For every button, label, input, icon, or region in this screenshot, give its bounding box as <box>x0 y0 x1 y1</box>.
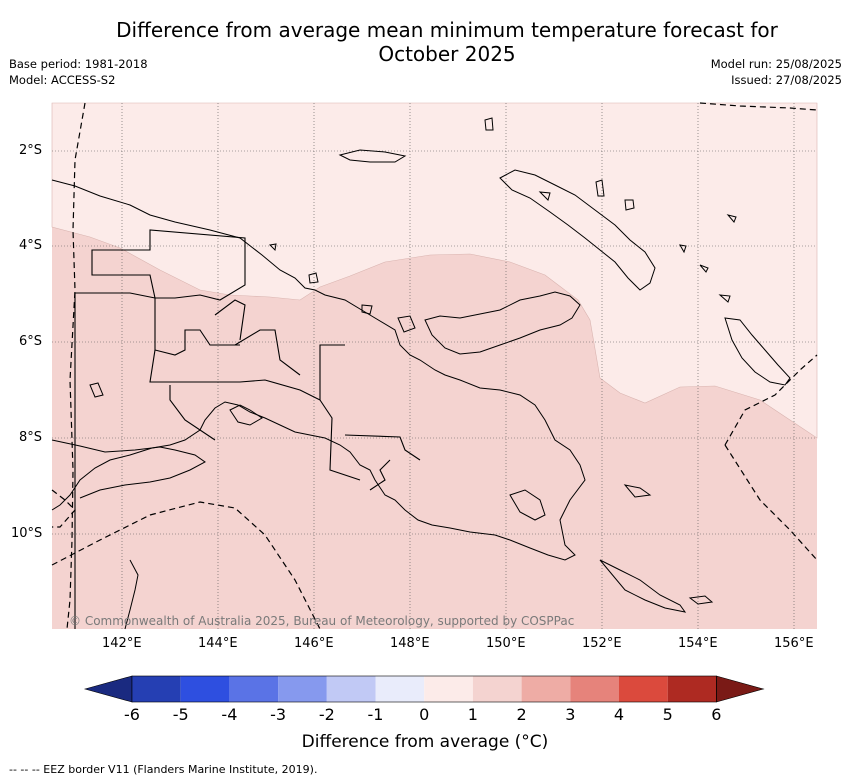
lon-label: 142°E <box>102 636 142 651</box>
province-borders <box>74 229 421 629</box>
colorbar-tick-label: 3 <box>565 705 576 724</box>
lon-label: 146°E <box>294 636 334 651</box>
colorbar-segment <box>326 676 376 702</box>
colorbar <box>83 675 765 703</box>
model-name: Model: ACCESS-S2 <box>9 73 116 87</box>
colorbar-segment <box>521 676 571 702</box>
lat-label: 6°S <box>19 334 43 349</box>
colorbar-tick-label: 6 <box>711 705 722 724</box>
base-period: Base period: 1981-2018 <box>9 57 148 71</box>
colorbar-segment <box>570 676 619 702</box>
colorbar-tick-label: -2 <box>318 705 335 724</box>
lat-label: 4°S <box>19 238 43 253</box>
colorbar-tick-label: -3 <box>270 705 287 724</box>
map-title: Difference from average mean minimum tem… <box>116 18 778 66</box>
colorbar-segment <box>229 676 279 702</box>
colorbar-extend-high <box>716 675 765 703</box>
meta-right: Model run: 25/08/2025 Issued: 27/08/2025 <box>711 56 842 88</box>
colorbar-border <box>131 675 717 703</box>
lon-label: 154°E <box>678 636 718 651</box>
colorbar-segment <box>132 676 181 702</box>
graticule <box>52 103 817 629</box>
meta-left: Base period: 1981-2018 Model: ACCESS-S2 <box>9 56 148 88</box>
colorbar-tick-label: -1 <box>367 705 384 724</box>
colorbar-tick-label: -5 <box>172 705 189 724</box>
lon-label: 150°E <box>486 636 526 651</box>
colorbar-segment <box>375 676 425 702</box>
copyright-text: © Commonwealth of Australia 2025, Bureau… <box>69 614 575 628</box>
lon-label: 152°E <box>582 636 622 651</box>
colorbar-segment <box>278 676 327 702</box>
colorbar-tick-label: 4 <box>613 705 625 724</box>
colorbar-segment <box>424 676 473 702</box>
anomaly-0-1-region <box>51 102 818 439</box>
colorbar-extend-low <box>83 675 133 703</box>
lat-label: 10°S <box>11 526 43 541</box>
colorbar-segment <box>667 676 717 702</box>
colorbar-tick-label: 5 <box>662 705 673 724</box>
model-run: Model run: 25/08/2025 <box>710 57 842 71</box>
lon-label: 156°E <box>774 636 814 651</box>
colorbar-segment <box>619 676 668 702</box>
colorbar-tick-label: 1 <box>467 705 478 724</box>
lat-label: 8°S <box>19 430 43 445</box>
colorbar-title: Difference from average (°C) <box>301 732 549 752</box>
colorbar-tick-label: -6 <box>124 705 140 724</box>
colorbar-tick-label: 2 <box>516 705 527 724</box>
lon-label: 148°E <box>390 636 430 651</box>
issued-date: Issued: 27/08/2025 <box>731 73 842 87</box>
colorbar-tick-label: -4 <box>221 705 238 724</box>
colorbar-tick-label: 0 <box>419 705 430 724</box>
colorbar-segment <box>472 676 522 702</box>
lat-label: 2°S <box>19 143 43 158</box>
lon-label: 144°E <box>198 636 238 651</box>
colorbar-segment <box>180 676 230 702</box>
coastlines <box>51 117 791 630</box>
eez-footnote: -- -- -- EEZ border V11 (Flanders Marine… <box>9 763 318 776</box>
